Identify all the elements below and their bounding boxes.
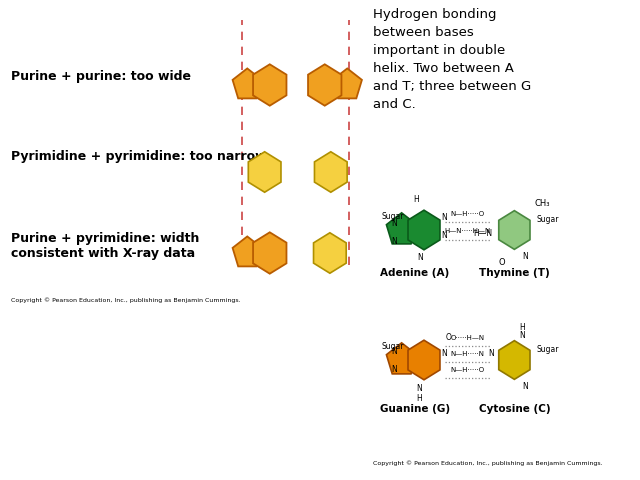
Polygon shape — [314, 152, 347, 192]
Text: H: H — [413, 195, 419, 204]
Text: CH₃: CH₃ — [535, 200, 550, 208]
Text: Purine + purine: too wide: Purine + purine: too wide — [11, 70, 191, 83]
Text: O·····H—N: O·····H—N — [451, 335, 485, 341]
Text: N: N — [488, 349, 494, 359]
Text: N: N — [391, 365, 397, 374]
Polygon shape — [253, 64, 287, 106]
Text: H: H — [519, 323, 525, 332]
Text: N: N — [441, 214, 447, 223]
Text: Sugar: Sugar — [537, 216, 559, 225]
Text: Sugar: Sugar — [381, 212, 404, 221]
Text: N: N — [519, 331, 525, 340]
Polygon shape — [253, 232, 287, 274]
Text: N: N — [391, 219, 397, 228]
Polygon shape — [499, 341, 530, 379]
Text: H—N·····H—N: H—N·····H—N — [445, 228, 491, 234]
Text: N: N — [441, 349, 447, 359]
Text: N: N — [391, 348, 397, 357]
Text: N: N — [441, 231, 447, 240]
Text: H—N: H—N — [473, 229, 492, 239]
Polygon shape — [248, 152, 281, 192]
Text: N: N — [417, 253, 423, 262]
Text: N: N — [391, 238, 397, 247]
Polygon shape — [333, 69, 362, 98]
Text: Thymine (T): Thymine (T) — [479, 268, 550, 278]
Polygon shape — [314, 233, 346, 273]
Polygon shape — [232, 237, 262, 266]
Text: Adenine (A): Adenine (A) — [380, 268, 449, 278]
Text: Guanine (G): Guanine (G) — [380, 404, 450, 414]
Text: Copyright © Pearson Education, Inc., publishing as Benjamin Cummings.: Copyright © Pearson Education, Inc., pub… — [372, 460, 602, 466]
Text: Sugar: Sugar — [381, 342, 404, 351]
Text: Pyrimidine + pyrimidine: too narrow: Pyrimidine + pyrimidine: too narrow — [11, 150, 267, 163]
Text: Hydrogen bonding
between bases
important in double
helix. Two between A
and T; t: Hydrogen bonding between bases important… — [372, 8, 531, 111]
Text: O: O — [498, 258, 505, 267]
Text: N: N — [523, 382, 529, 391]
Text: N—H·····O: N—H·····O — [451, 367, 485, 373]
Polygon shape — [387, 213, 417, 244]
Text: Copyright © Pearson Education, Inc., publishing as Benjamin Cummings.: Copyright © Pearson Education, Inc., pub… — [11, 297, 241, 303]
Polygon shape — [232, 69, 262, 98]
Polygon shape — [499, 211, 530, 250]
Polygon shape — [408, 210, 440, 250]
Text: N—H·····O: N—H·····O — [451, 211, 485, 217]
Text: Cytosine (C): Cytosine (C) — [479, 404, 550, 414]
Text: N: N — [523, 252, 529, 261]
Polygon shape — [308, 64, 342, 106]
Text: N: N — [417, 384, 422, 393]
Polygon shape — [387, 343, 417, 374]
Text: O: O — [445, 334, 451, 343]
Text: N—H·····N: N—H·····N — [451, 351, 484, 357]
Text: Sugar: Sugar — [537, 346, 559, 355]
Text: Purine + pyrimidine: width
consistent with X-ray data: Purine + pyrimidine: width consistent wi… — [11, 232, 200, 260]
Text: H: H — [417, 394, 422, 403]
Polygon shape — [408, 340, 440, 380]
